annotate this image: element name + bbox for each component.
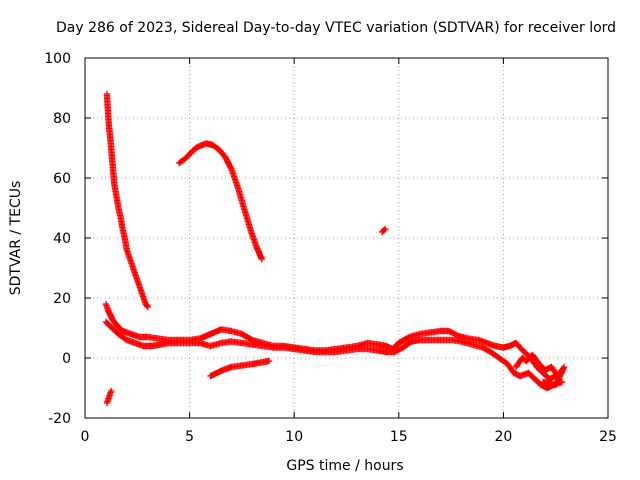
series-late-scatter [512, 351, 568, 389]
data-point-markers [103, 387, 115, 407]
chart-title: Day 286 of 2023, Sidereal Day-to-day VTE… [56, 20, 616, 36]
x-tick-label: 20 [494, 429, 512, 445]
series-mid-negative [207, 357, 273, 380]
data-point-markers [102, 318, 566, 392]
data-point-markers [378, 225, 389, 236]
x-tick-label: 25 [599, 429, 617, 445]
axis-ticks: 0 5 10 15 20 25 -20 0 20 40 60 80 100 [44, 51, 617, 445]
y-tick-label: 60 [53, 171, 71, 187]
x-tick-label: 15 [390, 429, 408, 445]
series-early-spike [103, 90, 151, 311]
data-point-markers [512, 351, 568, 389]
x-tick-label: 5 [185, 429, 194, 445]
series-arc [175, 140, 265, 263]
series-isolated-pass [378, 225, 389, 236]
y-tick-label: 40 [53, 231, 71, 247]
data-point-markers [175, 140, 265, 263]
y-tick-label: 0 [62, 351, 71, 367]
data-point-markers [207, 357, 273, 380]
y-axis-label: SDTVAR / TECUs [8, 181, 24, 296]
series-negative-early [103, 387, 115, 407]
y-tick-label: 20 [53, 291, 71, 307]
x-tick-label: 0 [81, 429, 90, 445]
y-tick-label: 80 [53, 111, 71, 127]
data-point-markers [103, 90, 151, 311]
x-tick-label: 10 [285, 429, 303, 445]
data-points [102, 90, 568, 407]
x-axis-label: GPS time / hours [286, 458, 403, 474]
y-tick-label: -20 [48, 411, 71, 427]
series-baseline-lower [102, 318, 566, 392]
y-tick-label: 100 [44, 51, 71, 67]
